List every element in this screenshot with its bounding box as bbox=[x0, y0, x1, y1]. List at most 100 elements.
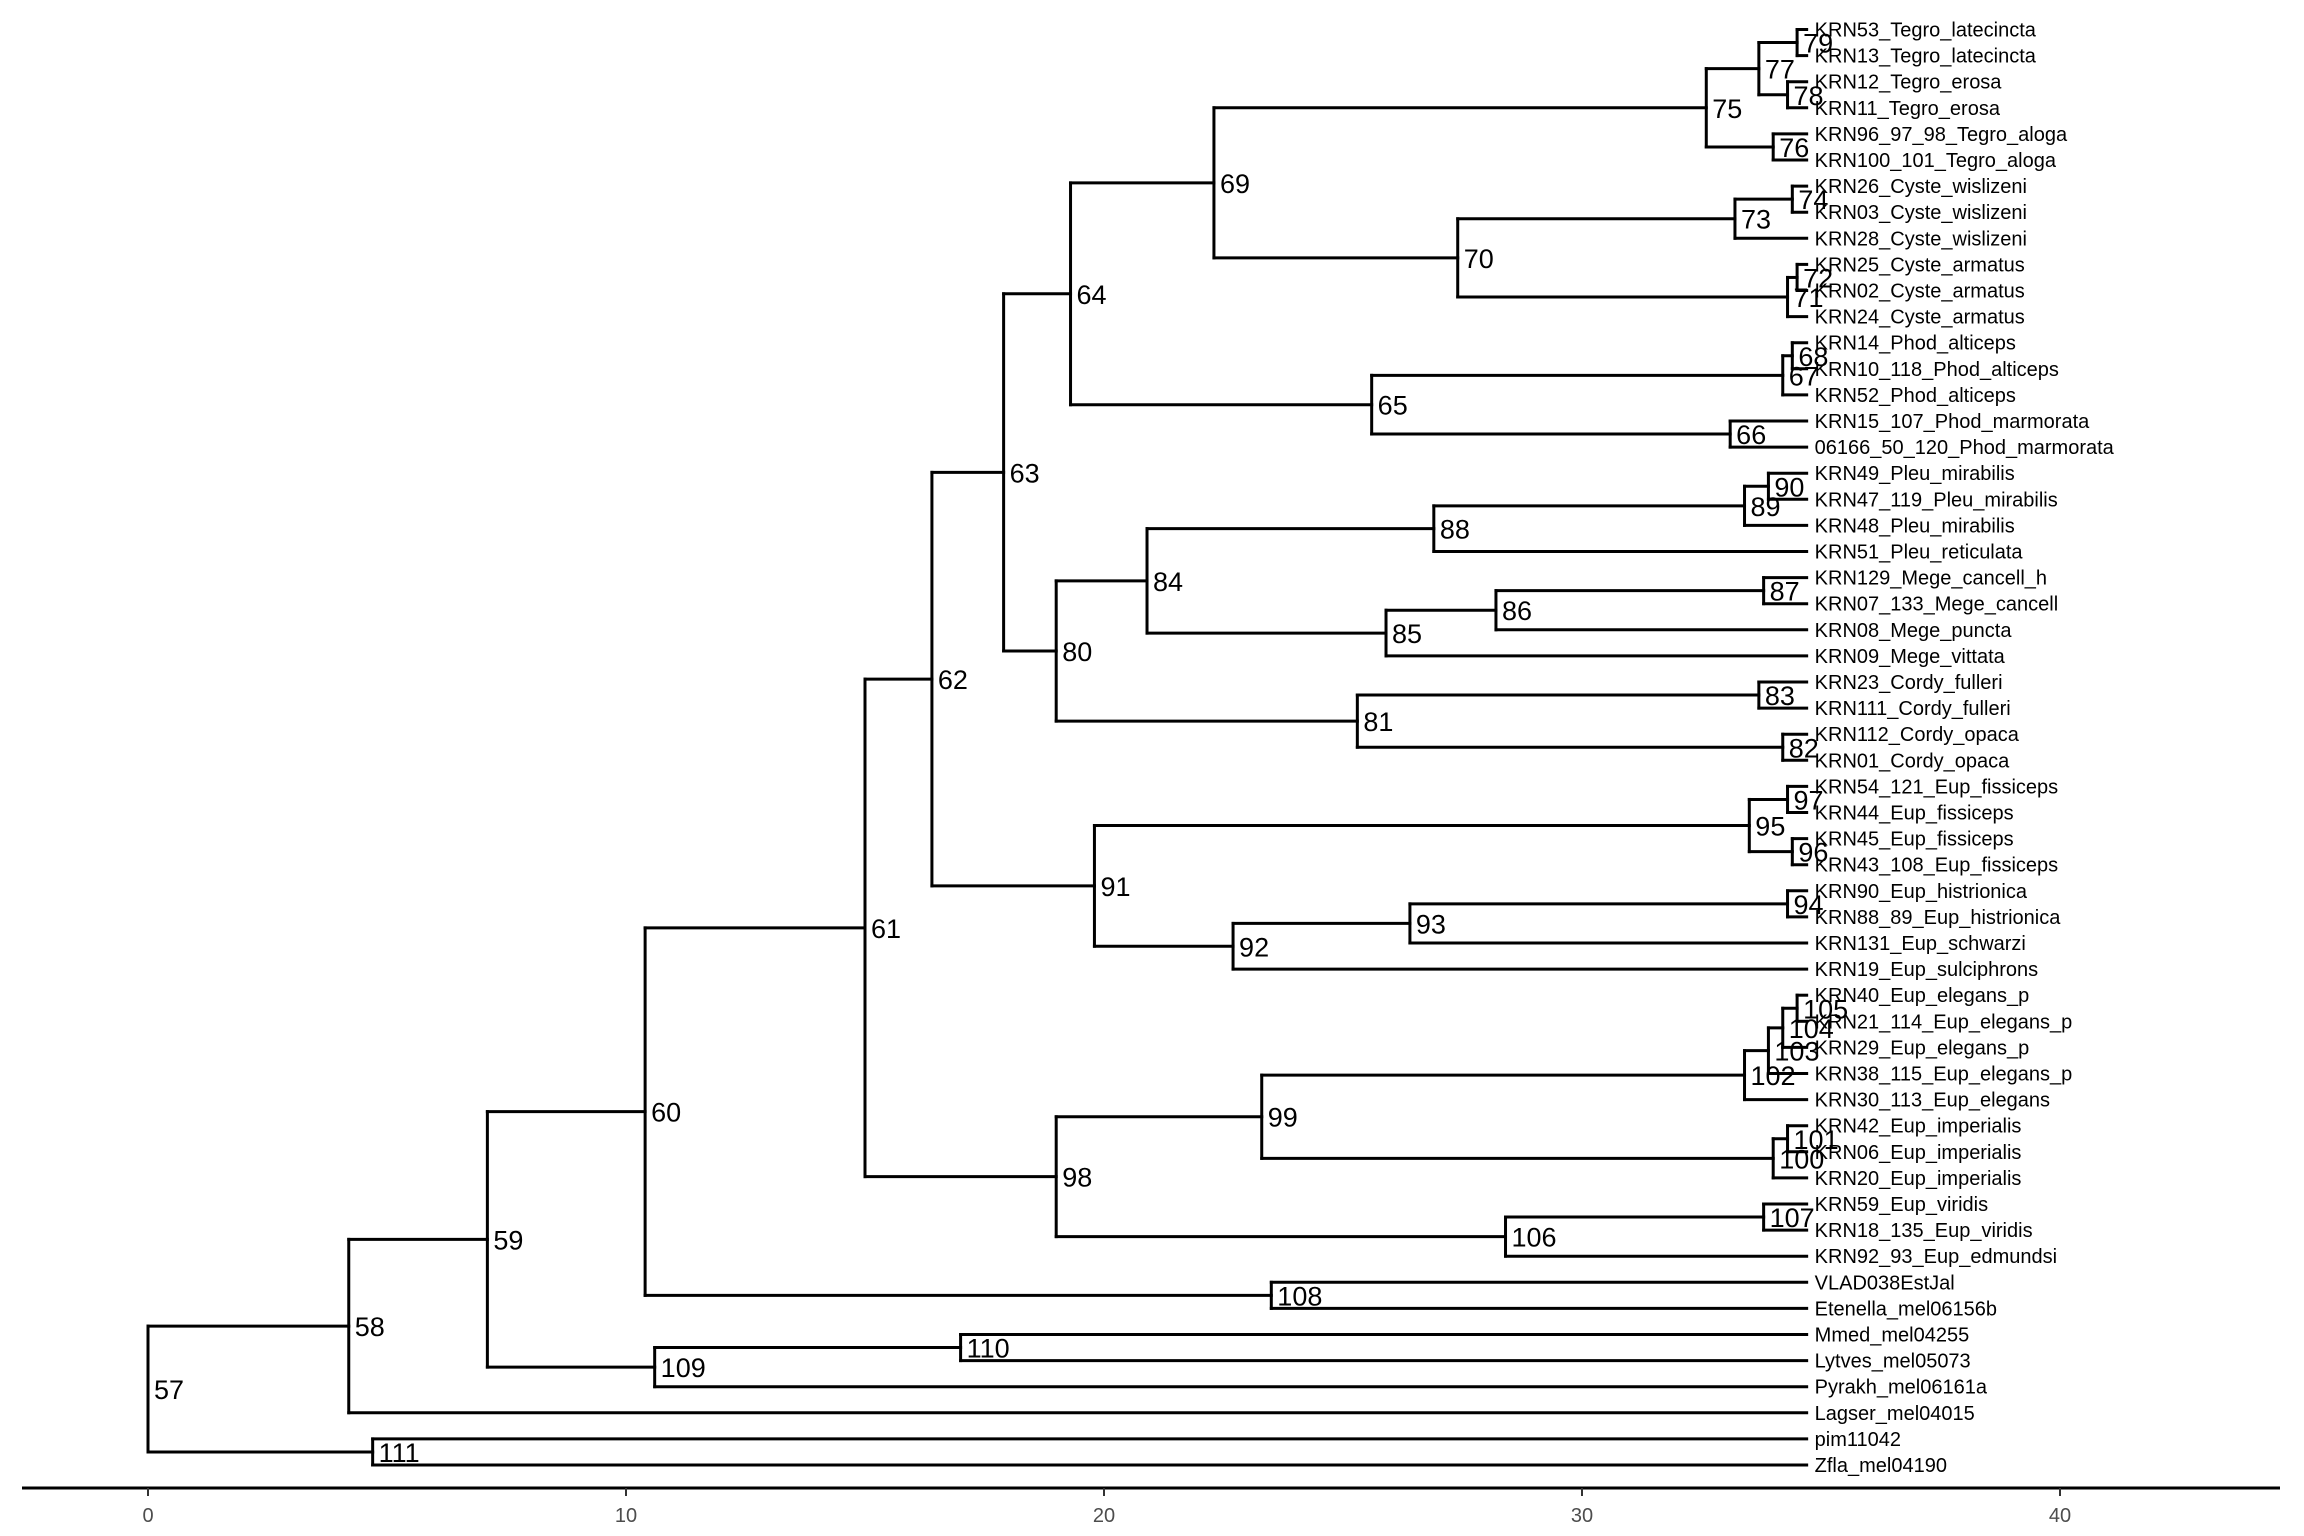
tip-label: KRN42_Eup_imperialis bbox=[1815, 1116, 2022, 1138]
tip-label: KRN25_Cyste_armatus bbox=[1815, 254, 2025, 276]
tip-label: KRN88_89_Eup_histrionica bbox=[1815, 907, 2062, 929]
node-label-104: 104 bbox=[1789, 1014, 1834, 1044]
tip-label: Zfla_mel04190 bbox=[1815, 1455, 1947, 1477]
node-label-90: 90 bbox=[1774, 472, 1804, 502]
tip-label: KRN59_Eup_viridis bbox=[1815, 1194, 1988, 1216]
node-label-66: 66 bbox=[1736, 420, 1766, 450]
node-label-86: 86 bbox=[1502, 596, 1532, 626]
node-label-77: 77 bbox=[1765, 55, 1795, 85]
tip-label: KRN49_Pleu_mirabilis bbox=[1815, 463, 2015, 485]
node-label-65: 65 bbox=[1378, 391, 1408, 421]
node-label-102: 102 bbox=[1751, 1061, 1796, 1091]
tip-label: KRN15_107_Phod_marmorata bbox=[1815, 411, 2090, 433]
tip-label: KRN30_113_Eup_elegans bbox=[1815, 1090, 2050, 1112]
tip-label: 06166_50_120_Phod_marmorata bbox=[1815, 437, 2115, 459]
node-label-111: 111 bbox=[379, 1438, 420, 1468]
node-label-92: 92 bbox=[1239, 932, 1269, 962]
node-label-62: 62 bbox=[938, 665, 968, 695]
x-tick-label: 0 bbox=[142, 1505, 153, 1527]
tip-label: KRN131_Eup_schwarzi bbox=[1815, 933, 2026, 955]
tip-label: KRN20_Eup_imperialis bbox=[1815, 1168, 2022, 1190]
node-label-85: 85 bbox=[1392, 619, 1422, 649]
node-label-93: 93 bbox=[1416, 909, 1446, 939]
tip-label: KRN02_Cyste_armatus bbox=[1815, 281, 2025, 303]
node-label-60: 60 bbox=[651, 1098, 681, 1128]
tip-label: KRN129_Mege_cancell_h bbox=[1815, 568, 2047, 590]
tip-label: VLAD038EstJal bbox=[1815, 1272, 1955, 1294]
tip-label: KRN92_93_Eup_edmundsi bbox=[1815, 1246, 2057, 1268]
tip-label: KRN21_114_Eup_elegans_p bbox=[1815, 1011, 2073, 1033]
tip-label: KRN52_Phod_alticeps bbox=[1815, 385, 2016, 407]
node-label-108: 108 bbox=[1277, 1281, 1322, 1311]
x-tick-label: 10 bbox=[615, 1505, 637, 1527]
tip-label: pim11042 bbox=[1815, 1429, 1901, 1451]
node-label-67: 67 bbox=[1789, 361, 1819, 391]
tip-label: Mmed_mel04255 bbox=[1815, 1325, 1970, 1347]
tip-label: KRN03_Cyste_wislizeni bbox=[1815, 202, 2027, 224]
tip-label: KRN11_Tegro_erosa bbox=[1815, 98, 2001, 120]
node-label-82: 82 bbox=[1789, 733, 1819, 763]
node-label-91: 91 bbox=[1100, 872, 1130, 902]
x-axis: 0 10 20 30 40 bbox=[22, 1486, 2280, 1527]
tip-label: KRN07_133_Mege_cancell bbox=[1815, 594, 2059, 616]
node-label-84: 84 bbox=[1153, 567, 1183, 597]
node-label-61: 61 bbox=[871, 914, 901, 944]
tip-label: KRN26_Cyste_wislizeni bbox=[1815, 176, 2027, 198]
tip-label: KRN10_118_Phod_alticeps bbox=[1815, 359, 2059, 381]
node-label-98: 98 bbox=[1062, 1163, 1092, 1193]
tip-label: KRN43_108_Eup_fissiceps bbox=[1815, 855, 2059, 877]
node-label-72: 72 bbox=[1803, 263, 1833, 293]
tip-labels: KRN53_Tegro_latecincta KRN13_Tegro_lateci… bbox=[1815, 20, 2115, 1478]
node-label-81: 81 bbox=[1363, 707, 1393, 737]
tip-label: KRN51_Pleu_reticulata bbox=[1815, 542, 2024, 564]
tip-label: KRN47_119_Pleu_mirabilis bbox=[1815, 489, 2058, 511]
node-label-97: 97 bbox=[1794, 785, 1824, 815]
node-label-64: 64 bbox=[1077, 280, 1107, 310]
node-label-87: 87 bbox=[1770, 577, 1800, 607]
node-label-103: 103 bbox=[1774, 1037, 1819, 1067]
tip-label: KRN40_Eup_elegans_p bbox=[1815, 985, 2030, 1007]
node-label-105: 105 bbox=[1803, 994, 1848, 1024]
tip-label: KRN100_101_Tegro_aloga bbox=[1815, 150, 2057, 172]
node-label-71: 71 bbox=[1794, 283, 1824, 313]
node-label-70: 70 bbox=[1464, 244, 1494, 274]
tip-label: KRN23_Cordy_fulleri bbox=[1815, 672, 2003, 694]
x-tick-label: 40 bbox=[2049, 1505, 2071, 1527]
tip-label: KRN111_Cordy_fulleri bbox=[1815, 698, 2011, 720]
node-label-95: 95 bbox=[1755, 812, 1785, 842]
tip-label: KRN48_Pleu_mirabilis bbox=[1815, 515, 2015, 537]
node-label-76: 76 bbox=[1779, 133, 1809, 163]
tree-branches bbox=[146, 28, 1809, 1467]
tip-label: KRN08_Mege_puncta bbox=[1815, 620, 2013, 642]
node-label-110: 110 bbox=[967, 1334, 1010, 1364]
node-label-75: 75 bbox=[1712, 94, 1742, 124]
node-label-94: 94 bbox=[1794, 890, 1824, 920]
tip-label: KRN12_Tegro_erosa bbox=[1815, 72, 2003, 94]
node-label-88: 88 bbox=[1440, 515, 1470, 545]
tip-label: KRN01_Cordy_opaca bbox=[1815, 750, 2010, 772]
tip-label: KRN29_Eup_elegans_p bbox=[1815, 1037, 2030, 1059]
tip-label: KRN14_Phod_alticeps bbox=[1815, 333, 2016, 355]
node-label-68: 68 bbox=[1798, 342, 1828, 372]
tip-label: KRN45_Eup_fissiceps bbox=[1815, 829, 2014, 851]
node-label-89: 89 bbox=[1751, 492, 1781, 522]
node-label-74: 74 bbox=[1798, 185, 1828, 215]
node-label-73: 73 bbox=[1741, 205, 1771, 235]
node-label-101: 101 bbox=[1794, 1125, 1839, 1155]
node-label-59: 59 bbox=[493, 1225, 523, 1255]
tip-label: KRN19_Eup_sulciphrons bbox=[1815, 959, 2038, 981]
tip-label: KRN96_97_98_Tegro_aloga bbox=[1815, 124, 2068, 146]
tip-label: KRN44_Eup_fissiceps bbox=[1815, 803, 2014, 825]
node-label-83: 83 bbox=[1765, 681, 1795, 711]
tip-label: KRN24_Cyste_armatus bbox=[1815, 307, 2025, 329]
node-labels: 1117978777675747372717069686766656490898… bbox=[154, 29, 1848, 1468]
node-label-63: 63 bbox=[1010, 458, 1040, 488]
x-tick-label: 30 bbox=[1571, 1505, 1593, 1527]
node-label-96: 96 bbox=[1798, 838, 1828, 868]
tip-label: Lagser_mel04015 bbox=[1815, 1403, 1975, 1425]
node-label-79: 79 bbox=[1803, 29, 1833, 59]
node-label-109: 109 bbox=[661, 1353, 706, 1383]
tip-label: KRN53_Tegro_latecincta bbox=[1815, 20, 2037, 42]
node-label-78: 78 bbox=[1794, 81, 1824, 111]
